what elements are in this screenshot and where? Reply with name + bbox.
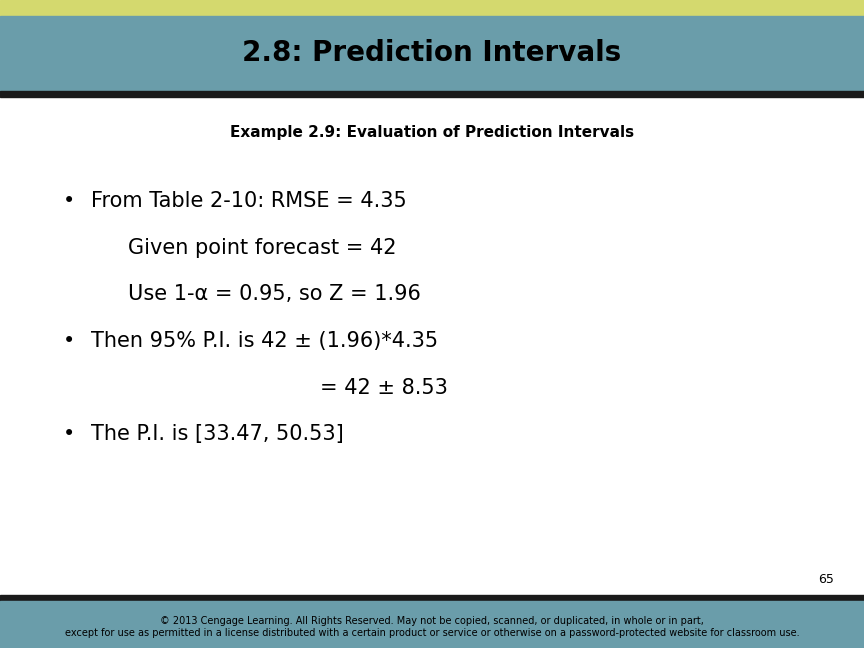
Text: 2.8: Prediction Intervals: 2.8: Prediction Intervals	[243, 40, 621, 67]
Text: From Table 2-10: RMSE = 4.35: From Table 2-10: RMSE = 4.35	[91, 191, 406, 211]
Text: = 42 ± 8.53: = 42 ± 8.53	[320, 378, 448, 397]
Bar	[0, 595, 864, 601]
Text: •: •	[63, 424, 75, 444]
Text: Given point forecast = 42: Given point forecast = 42	[128, 238, 397, 257]
Text: © 2013 Cengage Learning. All Rights Reserved. May not be copied, scanned, or dup: © 2013 Cengage Learning. All Rights Rese…	[65, 616, 799, 638]
Text: Use 1-α = 0.95, so Z = 1.96: Use 1-α = 0.95, so Z = 1.96	[128, 284, 421, 304]
Bar	[0, 91, 864, 97]
Text: Then 95% P.I. is 42 ± (1.96)*4.35: Then 95% P.I. is 42 ± (1.96)*4.35	[91, 331, 438, 351]
Bar	[0, 601, 864, 648]
Text: The P.I. is [33.47, 50.53]: The P.I. is [33.47, 50.53]	[91, 424, 344, 444]
Text: 65: 65	[818, 573, 834, 586]
Text: •: •	[63, 191, 75, 211]
Bar	[0, 16, 864, 91]
Text: Example 2.9: Evaluation of Prediction Intervals: Example 2.9: Evaluation of Prediction In…	[230, 125, 634, 141]
Bar	[0, 0, 864, 16]
Text: •: •	[63, 331, 75, 351]
